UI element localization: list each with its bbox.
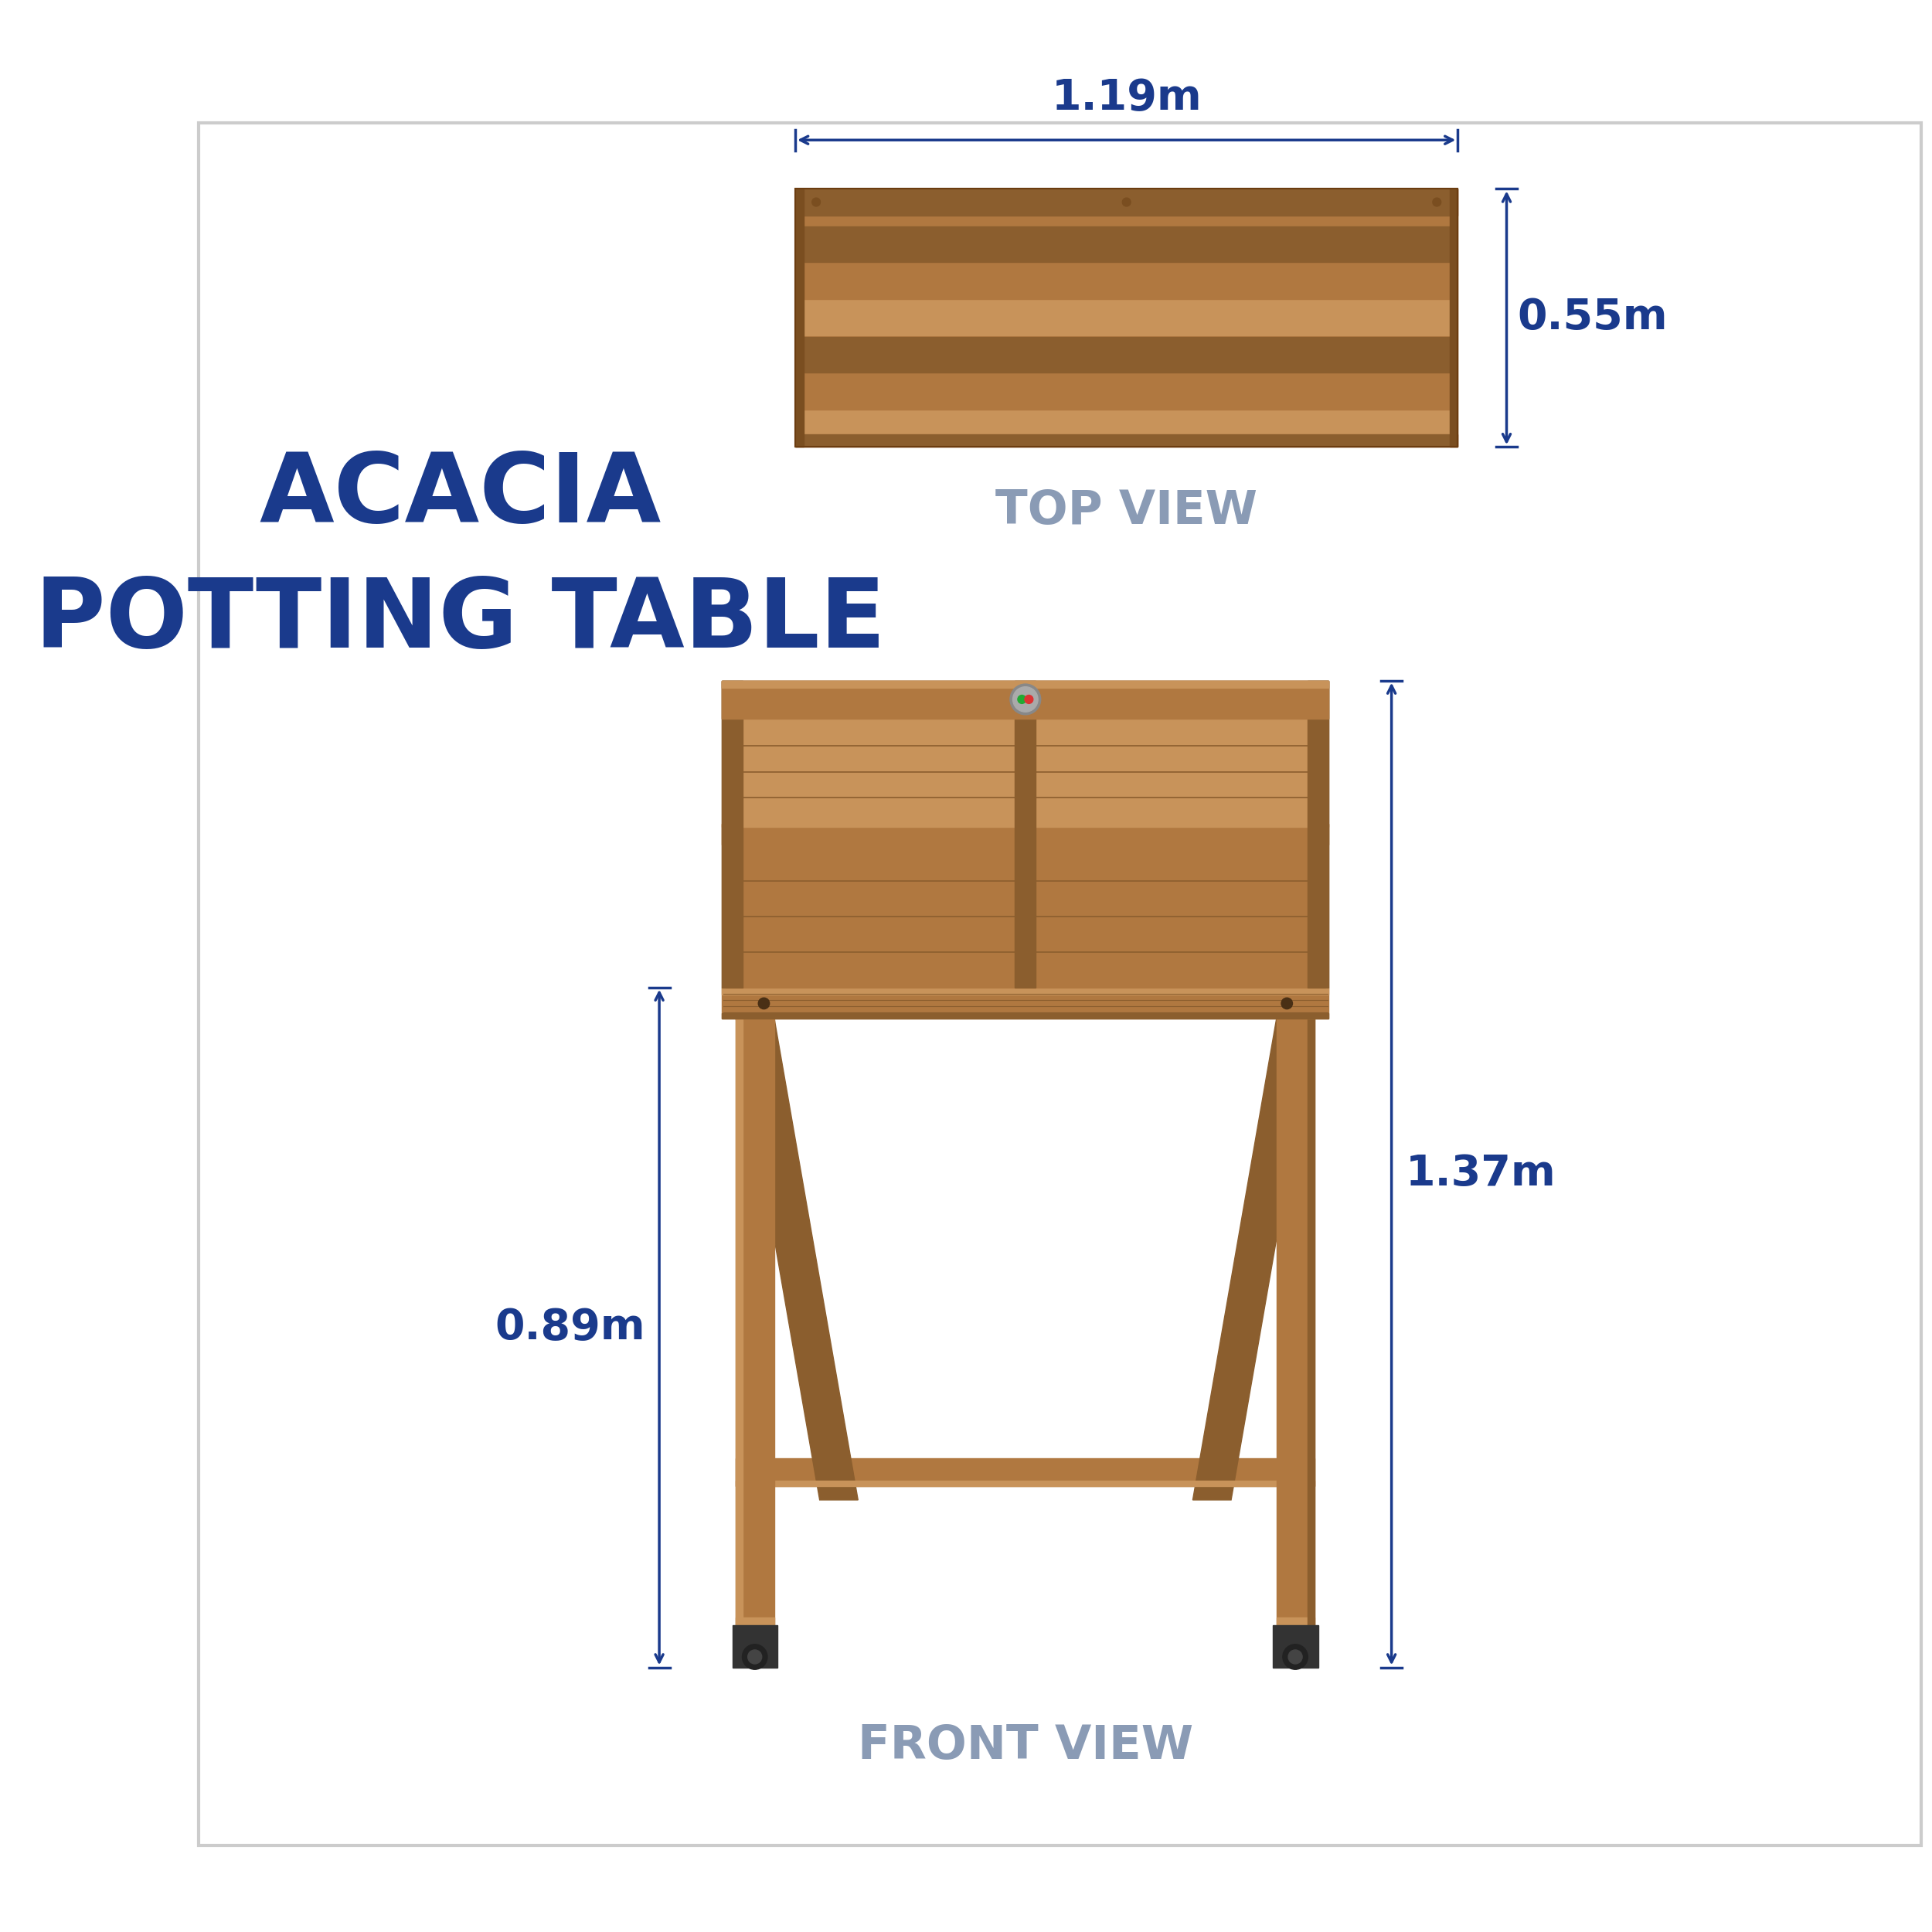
Bar	[726, 719, 1325, 823]
Bar	[723, 1012, 1329, 1018]
Circle shape	[757, 997, 769, 1009]
Bar	[796, 263, 1457, 299]
Text: ACACIA: ACACIA	[259, 448, 661, 543]
Circle shape	[1281, 997, 1293, 1009]
Bar	[723, 680, 744, 987]
Text: POTTING TABLE: POTTING TABLE	[35, 574, 887, 668]
Polygon shape	[736, 1018, 858, 1499]
Bar	[723, 987, 1329, 995]
Circle shape	[1122, 197, 1130, 207]
Bar	[1308, 1018, 1316, 1625]
Bar	[726, 844, 1325, 987]
Circle shape	[1012, 686, 1037, 711]
Bar	[796, 299, 1457, 336]
Bar	[796, 226, 1457, 263]
Bar	[1277, 1018, 1316, 1625]
Bar	[736, 1617, 775, 1625]
Text: 1.19m: 1.19m	[1051, 77, 1202, 120]
Circle shape	[1024, 696, 1034, 703]
Circle shape	[748, 1650, 761, 1663]
Bar	[723, 680, 1329, 987]
Bar	[736, 1018, 775, 1625]
Bar	[796, 435, 1459, 446]
Circle shape	[1283, 1644, 1308, 1669]
Bar	[1273, 1625, 1318, 1667]
Bar	[723, 680, 1329, 719]
Bar	[1308, 680, 1329, 987]
Bar	[796, 189, 1459, 446]
Bar	[1014, 680, 1036, 987]
Text: TOP VIEW: TOP VIEW	[995, 489, 1258, 535]
Bar	[736, 1018, 744, 1625]
Bar	[1449, 189, 1459, 446]
Circle shape	[742, 1644, 767, 1669]
Bar	[736, 1459, 1316, 1486]
Circle shape	[1010, 684, 1041, 715]
Circle shape	[1289, 1650, 1302, 1663]
Text: 0.55m: 0.55m	[1517, 298, 1667, 338]
Bar	[796, 412, 1457, 446]
Text: 0.89m: 0.89m	[495, 1306, 645, 1349]
Circle shape	[1434, 197, 1441, 207]
Bar	[723, 680, 1329, 688]
Bar	[723, 680, 1329, 688]
Bar	[796, 336, 1457, 373]
Bar	[796, 189, 1459, 214]
Text: FRONT VIEW: FRONT VIEW	[858, 1723, 1194, 1768]
Bar	[736, 1480, 1316, 1486]
Bar	[1277, 1617, 1316, 1625]
Bar	[732, 1625, 779, 1667]
Bar	[723, 823, 1329, 844]
Bar	[723, 987, 1329, 1018]
Bar	[796, 375, 1457, 410]
Polygon shape	[1192, 1018, 1316, 1499]
Bar	[796, 189, 1459, 446]
Bar	[796, 189, 1457, 224]
Bar	[723, 823, 1329, 827]
Text: 1.37m: 1.37m	[1405, 1153, 1555, 1194]
Circle shape	[1018, 696, 1026, 703]
Circle shape	[811, 197, 821, 207]
Bar	[723, 680, 1329, 719]
Bar	[796, 189, 804, 446]
